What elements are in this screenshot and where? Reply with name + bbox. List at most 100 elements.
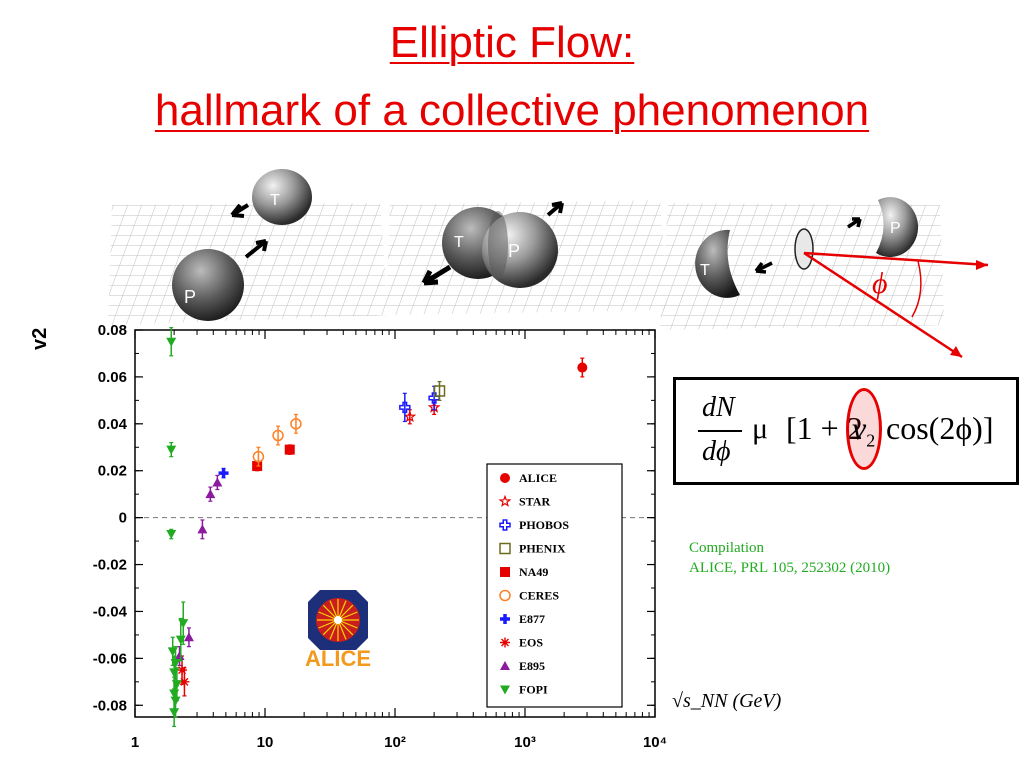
- alice-logo-center: [334, 616, 342, 624]
- arrow-icon: [546, 201, 564, 217]
- marker-shape: [175, 635, 186, 645]
- arrow-icon: [421, 264, 452, 286]
- v2-vs-energy-chart: 0.08 0.06 0.04 0.02 0 -0.02 -0.04 -0.06 -0.08 1 10…: [29, 322, 667, 751]
- arrow-icon: [230, 203, 250, 218]
- arrow-icon: [754, 261, 773, 274]
- legend-label-phobos: PHOBOS: [519, 518, 569, 532]
- compilation-line-2: ALICE, PRL 105, 252302 (2010): [689, 560, 891, 576]
- marker-shape: [178, 619, 189, 629]
- y-tick-label: -0.08: [93, 697, 127, 714]
- legend-label-ceres: CERES: [519, 589, 559, 603]
- arrow-icon: [244, 239, 268, 259]
- x-tick-label: 10³: [514, 734, 536, 751]
- series-ceres: [252, 413, 302, 467]
- marker: [500, 661, 510, 670]
- y-tick-label: 0: [119, 510, 127, 527]
- x-tick-label: 10²: [384, 734, 406, 751]
- marker-shape: [166, 337, 177, 347]
- label-p-3: P: [890, 220, 901, 237]
- legend-label-e895: E895: [519, 659, 545, 673]
- y-tick-label: -0.06: [93, 650, 127, 667]
- legend-label-eos: EOS: [519, 636, 543, 650]
- marker-shape: [169, 689, 180, 699]
- marker-shape: [212, 477, 223, 487]
- x-tick-label: 1: [131, 734, 139, 751]
- series-e877: [218, 467, 229, 479]
- proportional-symbol: μ: [752, 412, 769, 445]
- marker-shape: [174, 651, 185, 661]
- label-t-3: T: [700, 262, 710, 279]
- marker: [166, 445, 177, 455]
- marker-shape: [284, 444, 295, 455]
- label-p-2: P: [508, 241, 520, 261]
- marker: [179, 676, 190, 687]
- marker: [433, 385, 446, 397]
- formula-cos: cos(2ϕ)]: [886, 410, 994, 446]
- marker-shape: [218, 468, 229, 479]
- marker-shape: [177, 665, 188, 676]
- marker-shape: [166, 445, 177, 455]
- marker-shape: [169, 708, 180, 718]
- marker-shape: [500, 567, 510, 577]
- frac-den: dϕ: [702, 436, 731, 467]
- marker-shape: [499, 542, 511, 555]
- marker: [272, 429, 284, 442]
- marker: [212, 477, 223, 487]
- marker: [500, 637, 510, 648]
- label-p-1: P: [184, 287, 196, 307]
- legend-label-star: STAR: [519, 495, 550, 509]
- grid-plane-1: [108, 203, 388, 325]
- marker-shape: [197, 524, 208, 534]
- marker-shape: [403, 410, 417, 423]
- y-axis-label: v2: [29, 328, 51, 350]
- marker: [252, 450, 265, 463]
- marker: [403, 410, 417, 423]
- marker: [284, 444, 295, 455]
- marker: [177, 665, 188, 676]
- marker-shape: [500, 661, 510, 670]
- x-tick-label: 10⁴: [643, 734, 667, 751]
- overlap-region: [794, 228, 814, 270]
- reaction-plane-line: [803, 251, 989, 267]
- legend-label-fopi: FOPI: [519, 683, 548, 697]
- marker: [290, 418, 302, 430]
- x-tick-label: 10: [257, 734, 274, 751]
- marker-shape: [499, 589, 511, 602]
- marker: [166, 337, 177, 347]
- marker-shape: [500, 614, 510, 624]
- marker-shape: [500, 685, 510, 695]
- marker: [197, 524, 208, 534]
- page-title-line-2: hallmark of a collective phenomenon: [154, 86, 870, 135]
- marker: [205, 489, 216, 499]
- marker-shape: [433, 385, 446, 397]
- x-axis-label: √s_NN (GeV): [672, 690, 782, 712]
- marker: [500, 473, 510, 483]
- v2-highlight: [846, 388, 882, 470]
- y-tick-label: -0.02: [93, 557, 127, 574]
- marker: [498, 494, 512, 507]
- marker-shape: [290, 418, 302, 430]
- marker-shape: [166, 530, 177, 540]
- y-tick-label: 0.02: [98, 463, 127, 480]
- marker-shape: [272, 429, 284, 442]
- series-phenix: [433, 380, 446, 401]
- nucleus-target: [252, 169, 312, 225]
- legend-label-phenix: PHENIX: [519, 542, 566, 556]
- label-t-2: T: [454, 234, 464, 251]
- legend-box: [486, 463, 623, 708]
- marker-shape: [577, 362, 588, 373]
- marker: [183, 632, 194, 642]
- marker: [500, 685, 510, 695]
- y-tick-label: 0.08: [98, 322, 127, 339]
- marker: [174, 651, 185, 661]
- nucleus-projectile: [172, 249, 244, 321]
- arrow-icon: [847, 217, 862, 229]
- marker: [218, 468, 229, 479]
- marker: [499, 542, 511, 555]
- formula-v: v: [852, 410, 867, 446]
- page-title-line-1: Elliptic Flow:: [389, 18, 635, 67]
- marker-shape: [500, 637, 510, 648]
- marker: [499, 519, 511, 531]
- legend-label-alice: ALICE: [519, 471, 557, 485]
- y-tick-label: 0.04: [98, 416, 128, 433]
